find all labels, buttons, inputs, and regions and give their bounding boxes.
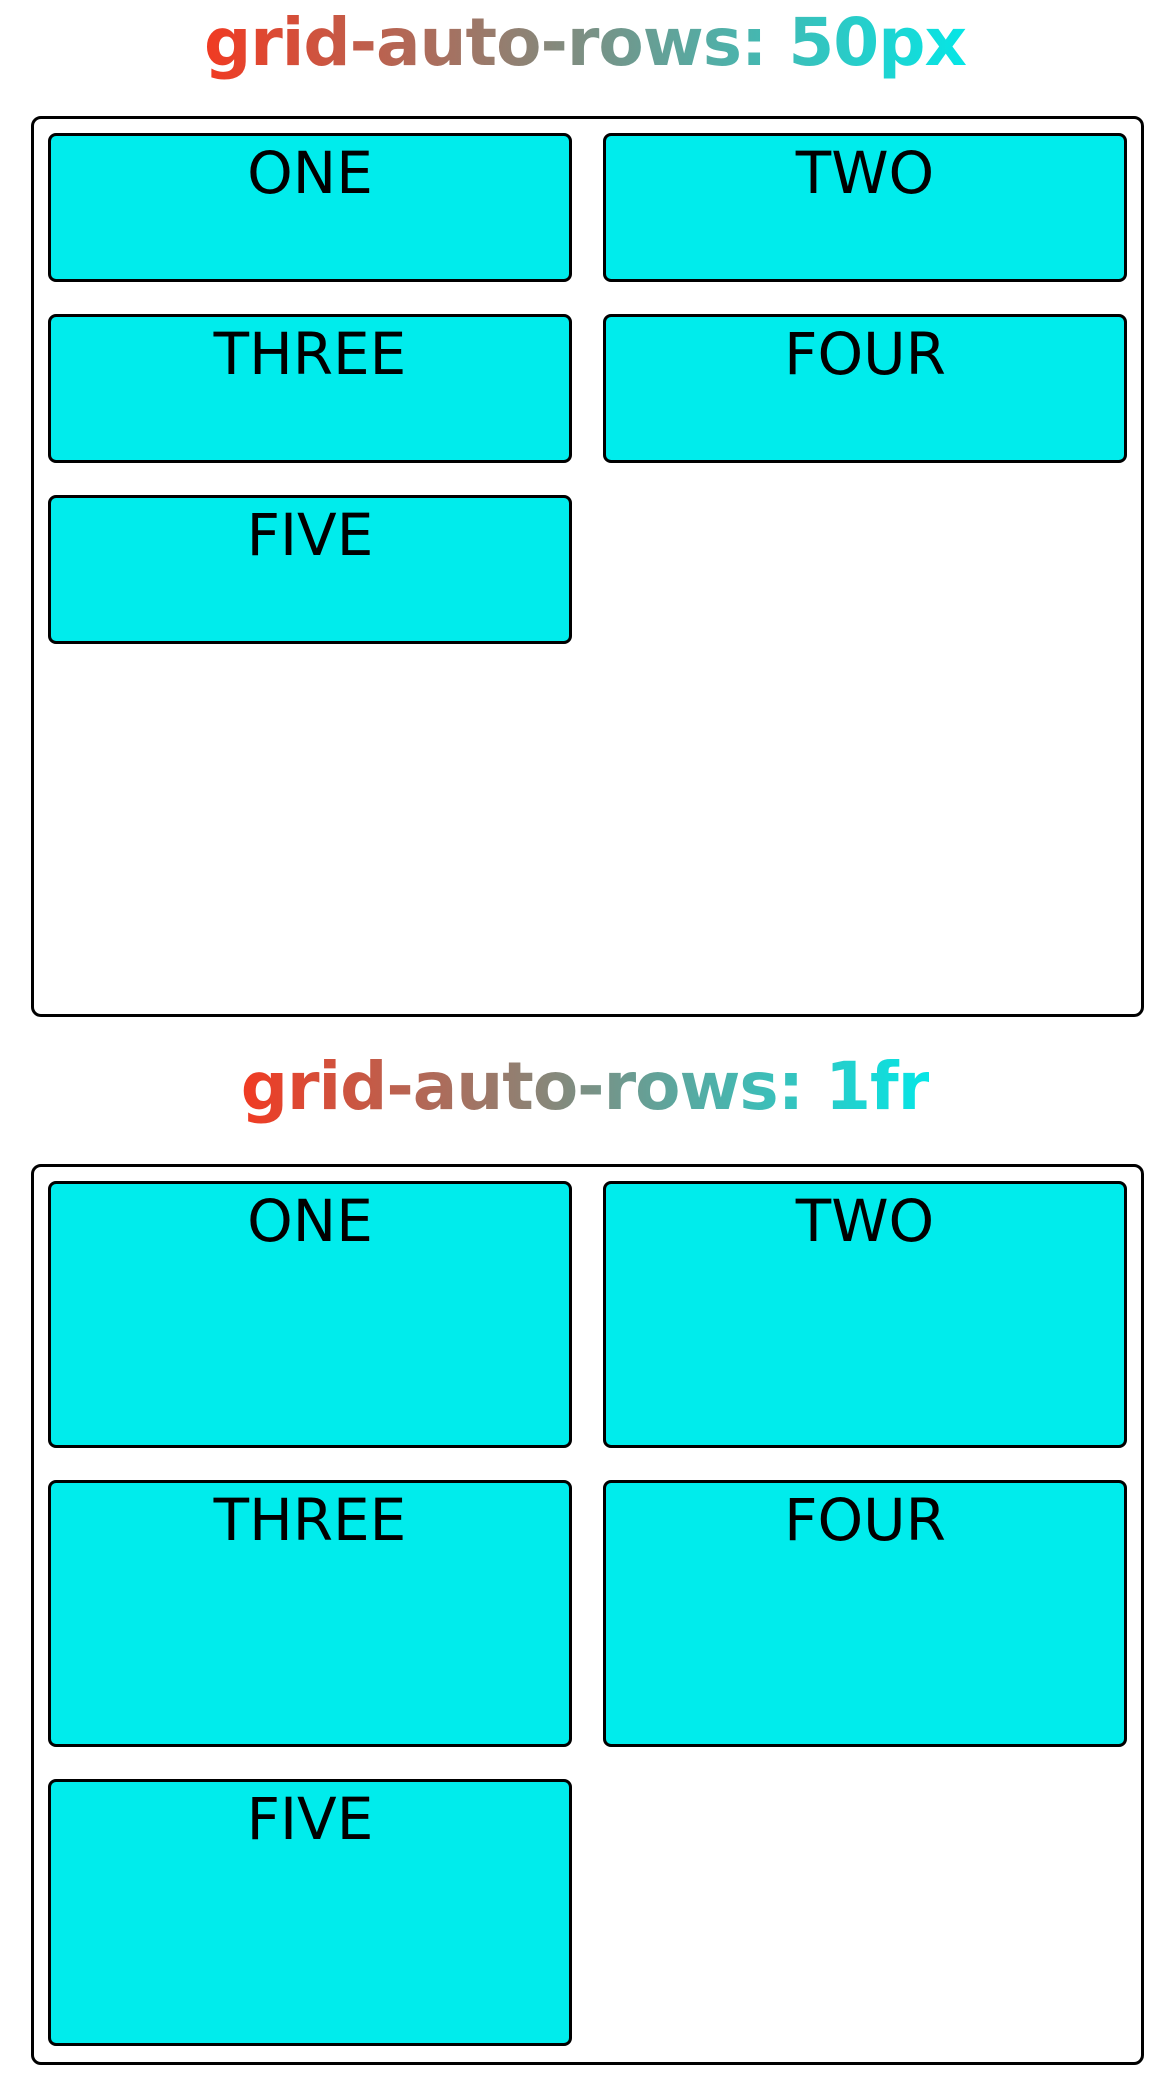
grid-item-one: ONE [48,1181,572,1448]
section-title-text: grid-auto-rows: 1fr [240,1048,931,1125]
section-title-1fr: grid-auto-rows: 1fr [0,1047,1170,1127]
grid-item-four: FOUR [603,1480,1127,1747]
section-title-text: grid-auto-rows: 50px [203,4,967,81]
grid-item-four: FOUR [603,314,1127,463]
grid-container-50px: ONE TWO THREE FOUR FIVE [31,116,1144,1017]
grid-item-two: TWO [603,1181,1127,1448]
grid-item-one: ONE [48,133,572,282]
grid-item-three: THREE [48,314,572,463]
grid-item-five: FIVE [48,1779,572,2046]
section-title-50px: grid-auto-rows: 50px [0,3,1170,83]
grid-item-two: TWO [603,133,1127,282]
grid-container-1fr: ONE TWO THREE FOUR FIVE [31,1164,1144,2065]
grid-item-five: FIVE [48,495,572,644]
grid-item-three: THREE [48,1480,572,1747]
